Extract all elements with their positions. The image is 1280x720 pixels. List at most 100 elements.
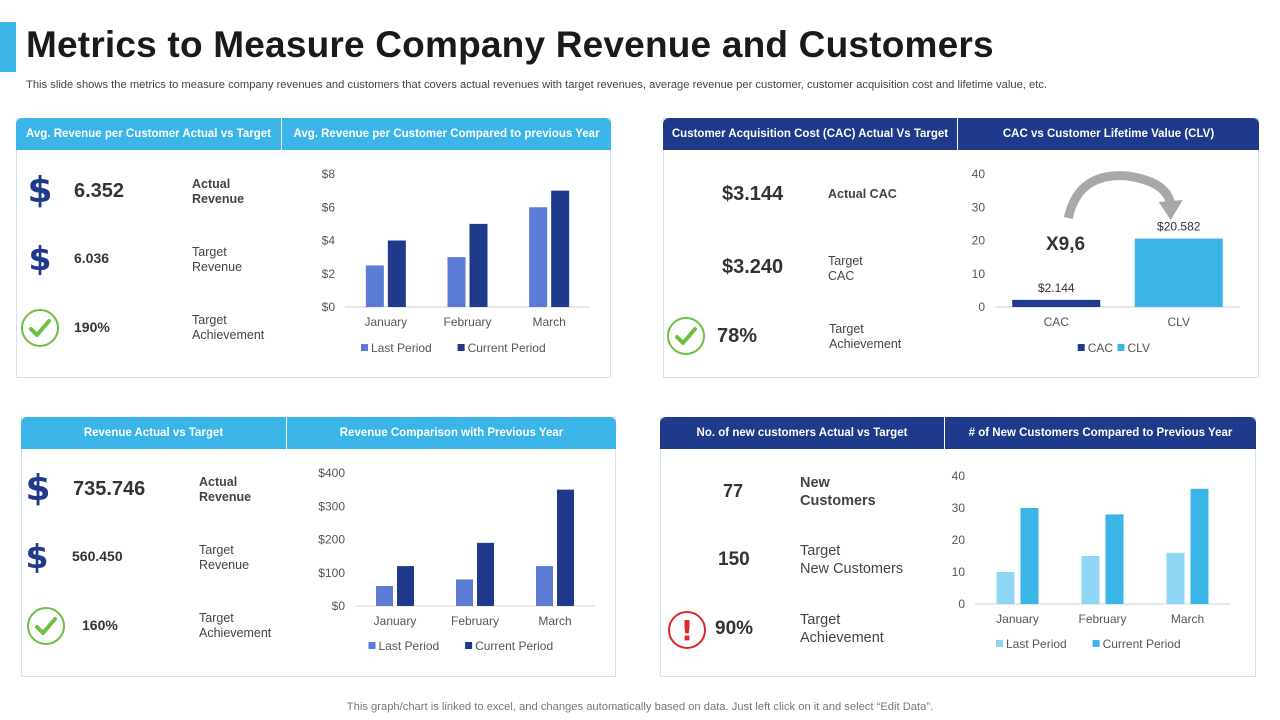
bar-current-period <box>1190 488 1209 604</box>
cac-actual-label: Actual CAC <box>828 187 897 201</box>
bar-current-period <box>557 489 574 606</box>
y-tick-label: $300 <box>318 499 345 513</box>
bar-current-period <box>469 223 488 307</box>
y-tick-label: 10 <box>972 267 986 281</box>
bar-last-period <box>456 579 473 606</box>
revenue-target-label: Target Revenue <box>199 543 250 572</box>
legend-swatch <box>457 344 465 351</box>
check-circle-icon <box>21 309 59 347</box>
legend-label: Current Period <box>475 639 553 653</box>
cac-actual-value: $3.144 <box>722 183 784 205</box>
y-tick-label: $8 <box>322 167 336 181</box>
y-tick-label: $0 <box>322 300 336 314</box>
x-tick-label: January <box>996 612 1039 626</box>
footer-note: This graph/chart is linked to excel, and… <box>346 701 934 713</box>
y-tick-label: 30 <box>952 501 966 515</box>
customers-achievement-value: 90% <box>715 618 754 639</box>
panel-customers <box>660 417 1256 677</box>
check-circle-icon <box>27 607 65 645</box>
y-tick-label: 0 <box>978 300 985 314</box>
chart-revenue: $0 $100 $200 $300 $400 January February March La… <box>318 466 595 653</box>
cac-target-value: $3.240 <box>722 256 784 278</box>
legend-label: Last Period <box>1006 637 1067 651</box>
panel-arpc-header-right: Avg. Revenue per Customer Compared to pr… <box>281 118 611 150</box>
legend-swatch <box>996 640 1003 647</box>
dollar-icon: $ <box>25 536 49 576</box>
data-label: $2.144 <box>1038 281 1075 295</box>
y-tick-label: $0 <box>332 599 346 613</box>
x-tick-label: CLV <box>1168 315 1190 329</box>
alert-circle-icon: ! <box>668 611 706 649</box>
panel-cac-header-left: Customer Acquisition Cost (CAC) Actual V… <box>663 118 957 150</box>
page-title: Metrics to Measure Company Revenue and C… <box>26 24 994 65</box>
x-tick-label: February <box>1078 612 1126 626</box>
bar-current-period <box>1020 508 1039 604</box>
legend-swatch <box>368 642 376 649</box>
x-tick-label: January <box>374 614 417 628</box>
panel-cac-header-right: CAC vs Customer Lifetime Value (CLV) <box>957 118 1259 150</box>
chart-arpc: $0 $2 $4 $6 $8 January February March Last Perio… <box>322 167 590 355</box>
customers-achievement-label: Target Achievement <box>800 612 884 646</box>
dollar-icon: $ <box>27 169 53 211</box>
panel-revenue-header-left: Revenue Actual vs Target <box>21 417 286 449</box>
panel-revenue-header-right: Revenue Comparison with Previous Year <box>286 417 616 449</box>
bar-last-period <box>365 265 384 307</box>
legend-label: CLV <box>1128 341 1150 355</box>
page-subtitle: This slide shows the metrics to measure … <box>26 79 1048 91</box>
customers-target-value: 150 <box>718 549 750 570</box>
bar-current-period <box>477 542 494 606</box>
y-tick-label: 20 <box>972 234 986 248</box>
y-tick-label: 0 <box>958 597 965 611</box>
bar-last-period <box>376 586 393 606</box>
bar-current-period <box>397 566 414 606</box>
x-tick-label: March <box>532 315 565 329</box>
chart-cac: 0 10 20 30 40 $2.144 CAC $20.582 CLV CAC CLV <box>972 167 1240 355</box>
x-tick-label: March <box>538 614 571 628</box>
arpc-achievement-label: Target Achievement <box>192 313 265 342</box>
dollar-icon: $ <box>25 467 51 509</box>
legend-label: Current Period <box>468 341 546 355</box>
arpc-target-label: Target Revenue <box>192 245 243 274</box>
bar-current-period <box>1105 514 1124 604</box>
customers-actual-value: 77 <box>723 481 744 501</box>
cac-target-label: Target CAC <box>828 254 863 283</box>
legend-label: Current Period <box>1103 637 1181 651</box>
revenue-actual-value: 735.746 <box>73 478 146 500</box>
legend-swatch <box>1117 344 1125 351</box>
x-tick-label: CAC <box>1044 315 1070 329</box>
arpc-actual-value: 6.352 <box>74 180 125 202</box>
customers-target-label: Target New Customers <box>800 543 904 577</box>
bar-current-period <box>551 190 570 307</box>
curved-arrow-icon <box>1063 171 1176 220</box>
title-accent-bar <box>0 22 16 72</box>
y-tick-label: 30 <box>972 200 986 214</box>
revenue-achievement-label: Target Achievement <box>199 611 272 640</box>
panel-customers-header-left: No. of new customers Actual vs Target <box>660 417 944 449</box>
y-tick-label: 40 <box>972 167 986 181</box>
legend-label: Last Period <box>379 639 440 653</box>
revenue-actual-label: Actual Revenue <box>199 475 252 504</box>
curved-arrow-head-icon <box>1158 200 1183 220</box>
cac-clv-ratio: X9,6 <box>1046 234 1086 255</box>
y-tick-label: $6 <box>322 200 336 214</box>
y-tick-label: $400 <box>318 466 345 480</box>
y-tick-label: 20 <box>952 533 966 547</box>
panel-customers-header-right: # of New Customers Compared to Previous … <box>944 417 1256 449</box>
arpc-target-value: 6.036 <box>74 250 110 266</box>
y-tick-label: 10 <box>952 565 966 579</box>
bar-last-period <box>996 572 1015 604</box>
customers-actual-label: New Customers <box>800 475 876 509</box>
x-tick-label: March <box>1171 612 1204 626</box>
bar-last-period <box>1166 552 1185 604</box>
legend-swatch <box>1077 344 1085 351</box>
bar-clv <box>1134 238 1223 307</box>
y-tick-label: 40 <box>952 469 966 483</box>
arpc-achievement-value: 190% <box>74 319 110 335</box>
dollar-icon: $ <box>28 238 52 278</box>
cac-achievement-label: Target Achievement <box>829 322 902 351</box>
check-circle-icon <box>667 317 705 355</box>
x-tick-label: February <box>443 315 491 329</box>
panel-arpc-header-left: Avg. Revenue per Customer Actual vs Targ… <box>16 118 281 150</box>
y-tick-label: $2 <box>322 267 336 281</box>
